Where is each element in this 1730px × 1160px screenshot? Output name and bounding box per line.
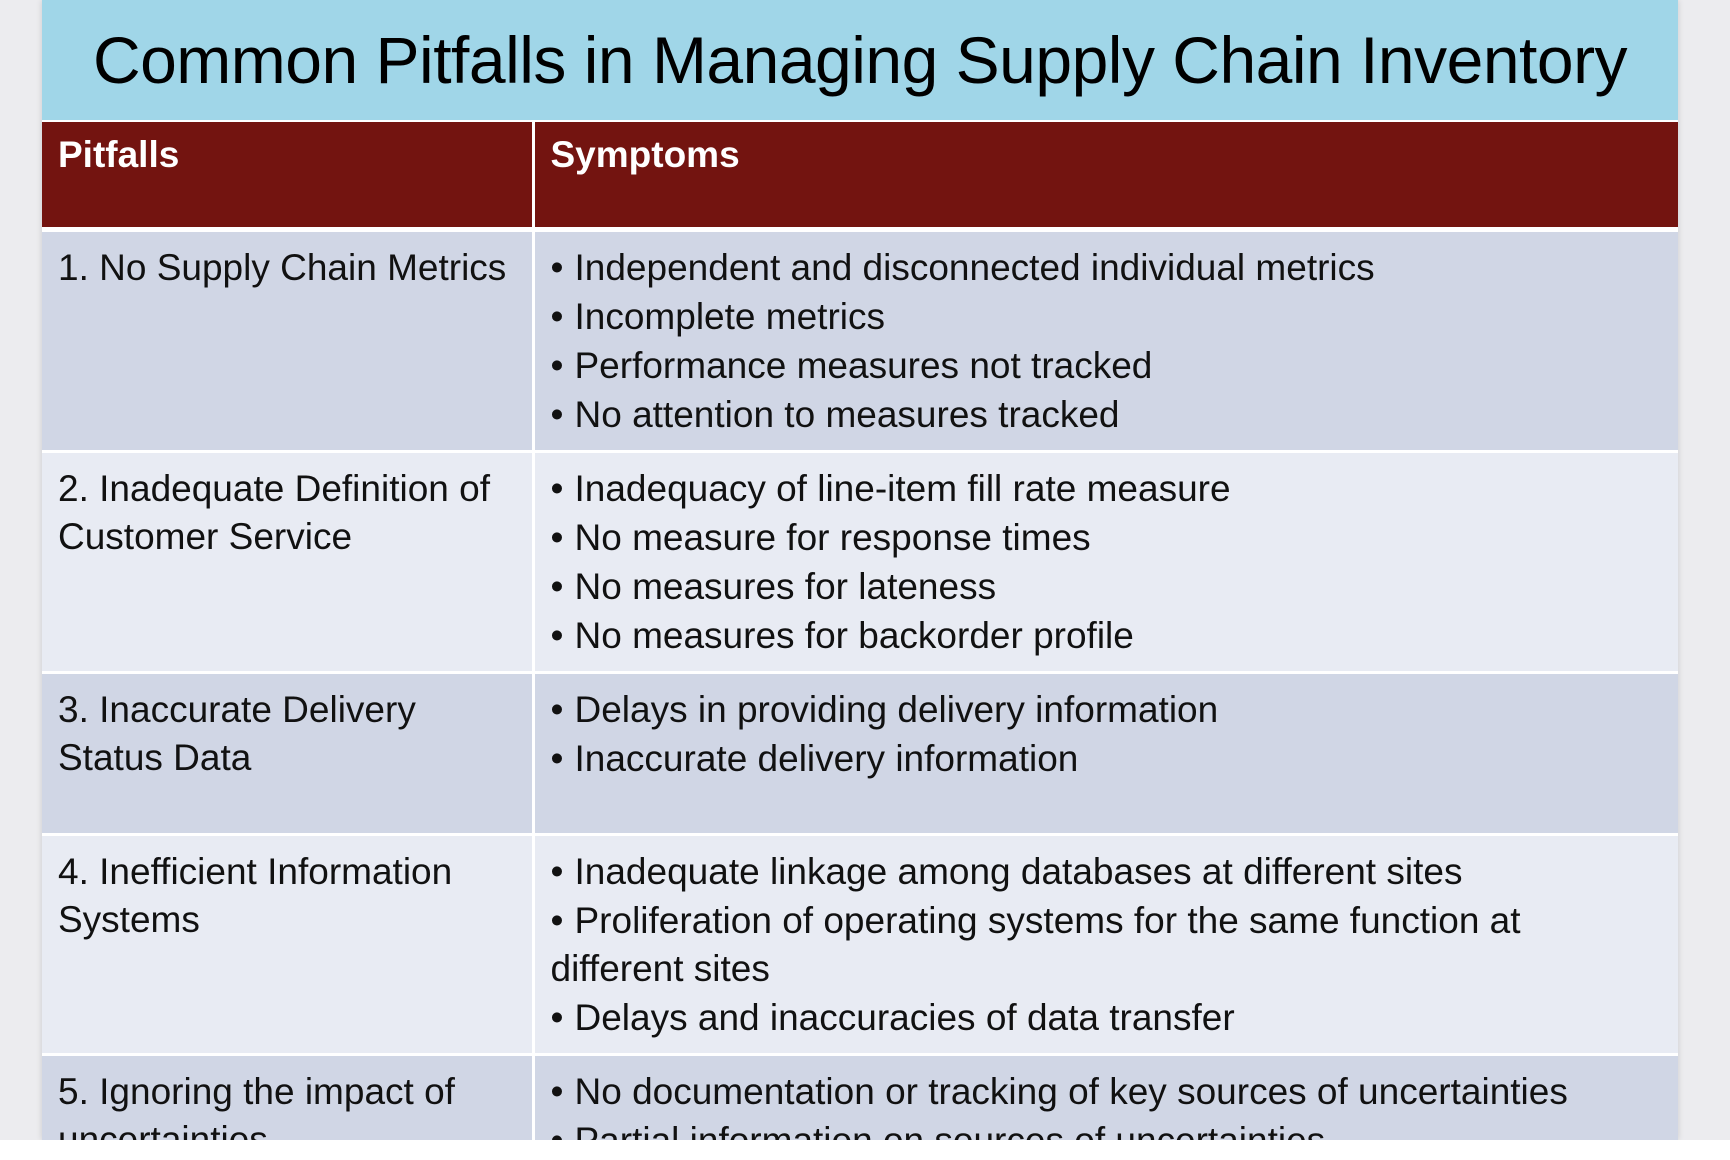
table-header-row: Pitfalls Symptoms bbox=[42, 122, 1678, 229]
symptom-item: • No attention to measures tracked bbox=[551, 391, 1663, 439]
symptom-text: Inadequate linkage among databases at di… bbox=[574, 850, 1463, 892]
slide: Common Pitfalls in Managing Supply Chain… bbox=[42, 0, 1678, 1140]
symptom-item: • Partial information on sources of uncer… bbox=[551, 1117, 1663, 1141]
symptom-text: No documentation or tracking of key sour… bbox=[574, 1070, 1568, 1112]
symptom-text: Incomplete metrics bbox=[574, 295, 886, 337]
symptom-item: • No measures for lateness bbox=[551, 563, 1663, 611]
symptom-text: No measure for response times bbox=[574, 516, 1091, 558]
symptom-list: • Inadequate linkage among databases at d… bbox=[551, 848, 1663, 1042]
bullet: • bbox=[550, 344, 564, 386]
header-pitfalls: Pitfalls bbox=[42, 122, 535, 229]
bullet: • bbox=[550, 246, 564, 288]
bullet: • bbox=[550, 688, 564, 730]
symptom-item: • Proliferation of operating systems for … bbox=[551, 897, 1663, 993]
table-row: 1. No Supply Chain Metrics • Independent … bbox=[42, 229, 1678, 451]
symptom-text: Independent and disconnected individual … bbox=[574, 246, 1375, 288]
symptom-item: • Inadequate linkage among databases at d… bbox=[551, 848, 1663, 896]
symptom-text: Proliferation of operating systems for t… bbox=[550, 899, 1521, 989]
symptom-item: • Delays in providing delivery informatio… bbox=[551, 686, 1663, 734]
symptoms-cell: • Independent and disconnected individual… bbox=[533, 229, 1678, 451]
bullet: • bbox=[550, 850, 564, 892]
pitfall-cell: 4. Inefficient Information Systems bbox=[42, 834, 535, 1054]
bullet: • bbox=[550, 393, 564, 435]
symptoms-cell: • Delays in providing delivery informatio… bbox=[533, 672, 1678, 834]
symptom-item: • Delays and inaccuracies of data transfe… bbox=[551, 994, 1663, 1042]
bullet: • bbox=[550, 1070, 564, 1112]
symptom-list: • Inadequacy of line-item fill rate measu… bbox=[551, 465, 1663, 660]
bullet: • bbox=[550, 516, 564, 558]
symptoms-cell: • No documentation or tracking of key sou… bbox=[533, 1054, 1678, 1140]
symptom-text: Delays in providing delivery information bbox=[574, 688, 1219, 730]
header-symptoms: Symptoms bbox=[533, 122, 1678, 229]
bullet: • bbox=[550, 467, 564, 509]
symptom-text: Performance measures not tracked bbox=[574, 344, 1153, 386]
pitfalls-table: Pitfalls Symptoms 1. No Supply Chain Met… bbox=[42, 122, 1678, 1140]
symptom-item: • Performance measures not tracked bbox=[551, 342, 1663, 390]
table-row: 3. Inaccurate Delivery Status Data • Dela… bbox=[42, 672, 1678, 834]
slide-title: Common Pitfalls in Managing Supply Chain… bbox=[92, 23, 1628, 97]
symptom-item: • No measure for response times bbox=[551, 514, 1663, 562]
symptom-item: • Independent and disconnected individual… bbox=[551, 244, 1663, 292]
symptom-list: • Delays in providing delivery informatio… bbox=[551, 686, 1663, 783]
table-row: 2. Inadequate Definition of Customer Ser… bbox=[42, 451, 1678, 672]
pitfall-cell: 2. Inadequate Definition of Customer Ser… bbox=[42, 451, 535, 672]
table-row: 4. Inefficient Information Systems • Inad… bbox=[42, 834, 1678, 1054]
symptom-list: • Independent and disconnected individual… bbox=[551, 244, 1663, 439]
bullet: • bbox=[550, 996, 564, 1038]
symptom-list: • No documentation or tracking of key sou… bbox=[551, 1068, 1663, 1141]
symptoms-cell: • Inadequacy of line-item fill rate measu… bbox=[533, 451, 1678, 672]
bullet: • bbox=[550, 614, 564, 656]
symptom-item: • Inaccurate delivery information bbox=[551, 735, 1663, 783]
symptom-item: • No measures for backorder profile bbox=[551, 612, 1663, 660]
bullet: • bbox=[550, 295, 564, 337]
symptom-text: Partial information on sources of uncert… bbox=[574, 1119, 1326, 1141]
symptom-text: No measures for lateness bbox=[574, 565, 997, 607]
bullet: • bbox=[550, 737, 564, 779]
title-bar: Common Pitfalls in Managing Supply Chain… bbox=[42, 0, 1678, 120]
symptom-text: Inaccurate delivery information bbox=[574, 737, 1079, 779]
symptom-text: Inadequacy of line-item fill rate measur… bbox=[574, 467, 1231, 509]
symptom-text: No attention to measures tracked bbox=[574, 393, 1120, 435]
pitfall-cell: 1. No Supply Chain Metrics bbox=[42, 229, 535, 451]
symptom-item: • Incomplete metrics bbox=[551, 293, 1663, 341]
symptom-item: • Inadequacy of line-item fill rate measu… bbox=[551, 465, 1663, 513]
table-row: 5. Ignoring the impact of uncertainties … bbox=[42, 1054, 1678, 1140]
bullet: • bbox=[550, 899, 564, 941]
symptom-text: No measures for backorder profile bbox=[574, 614, 1134, 656]
pitfall-cell: 3. Inaccurate Delivery Status Data bbox=[42, 672, 535, 834]
pitfall-cell: 5. Ignoring the impact of uncertainties bbox=[42, 1054, 535, 1140]
symptoms-cell: • Inadequate linkage among databases at d… bbox=[533, 834, 1678, 1054]
bullet: • bbox=[550, 565, 564, 607]
bullet: • bbox=[550, 1119, 564, 1141]
symptom-item: • No documentation or tracking of key sou… bbox=[551, 1068, 1663, 1116]
symptom-text: Delays and inaccuracies of data transfer bbox=[574, 996, 1235, 1038]
